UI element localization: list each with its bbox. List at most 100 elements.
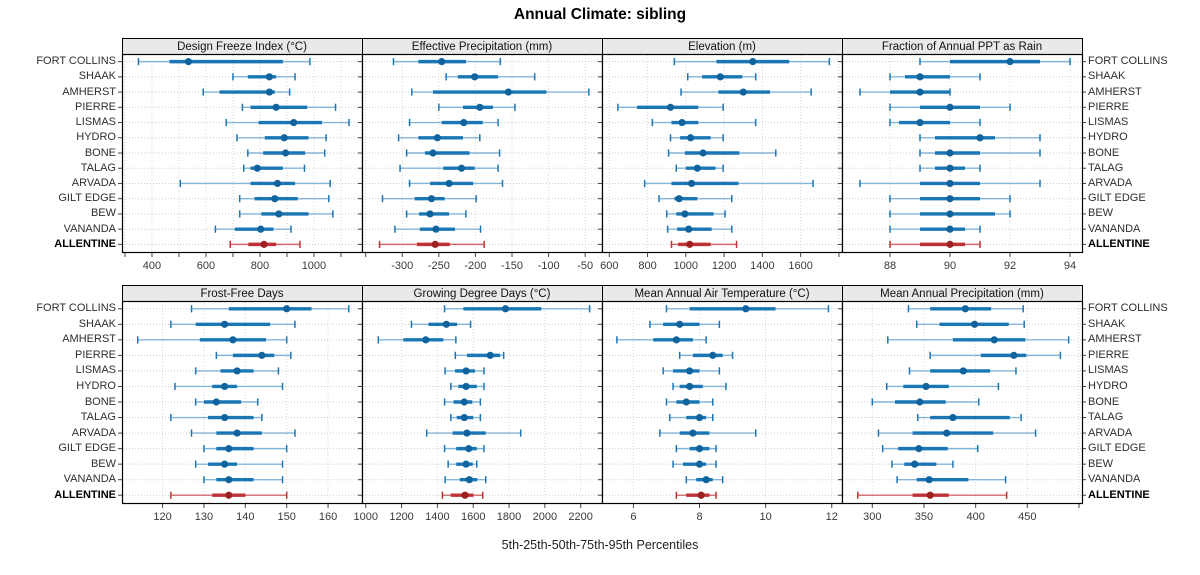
panel-title: Growing Degree Days (°C) (413, 287, 551, 300)
percentile-row (445, 73, 536, 81)
x-tick-label: 2000 (532, 511, 558, 523)
percentile-row (659, 429, 757, 437)
percentile-row (673, 58, 831, 66)
x-tick-label: 12 (825, 511, 838, 523)
percentile-row (203, 445, 288, 453)
x-tick-label: 1200 (711, 260, 737, 272)
station-label-left: ARVADA (71, 176, 116, 189)
percentile-row (889, 118, 981, 127)
station-label-left: VANANDA (63, 473, 116, 486)
percentile-row (643, 179, 814, 188)
percentile-row (170, 320, 296, 328)
station-label-right: BONE (1088, 395, 1120, 408)
station-label-right: GILT EDGE (1088, 192, 1146, 205)
station-label-right: FORT COLLINS (1088, 55, 1168, 68)
x-tick-label: -50 (577, 260, 594, 272)
x-tick-label: 600 (600, 260, 619, 272)
x-tick-label: 350 (914, 511, 934, 523)
x-tick-label: 130 (194, 511, 214, 523)
panel-title: Elevation (m) (688, 40, 756, 53)
x-tick-label: 10 (759, 511, 772, 523)
percentile-row (411, 88, 590, 96)
percentile-row (908, 367, 1017, 375)
percentile-row (225, 118, 350, 127)
station-label-right: VANANDA (1088, 222, 1141, 235)
station-label-right: LISMAS (1088, 116, 1129, 129)
station-label-left: FORT COLLINS (36, 302, 116, 315)
percentile-row (137, 58, 311, 66)
percentile-row (236, 134, 327, 142)
percentile-row (194, 367, 280, 375)
x-tick-label: 450 (1018, 511, 1037, 523)
station-label-right: ARVADA (1088, 426, 1133, 439)
station-label-right: ARVADA (1088, 176, 1133, 189)
station-label-left: TALAG (80, 161, 116, 174)
percentile-row (665, 398, 714, 406)
x-tick-label: -200 (464, 260, 487, 272)
percentile-row (887, 336, 1070, 344)
percentile-row (190, 429, 296, 437)
station-label-right: SHAAK (1088, 70, 1126, 83)
station-label-left: LISMAS (75, 116, 116, 129)
x-tick-label: 120 (153, 511, 172, 523)
percentile-row (170, 491, 288, 499)
percentile-row (859, 179, 1041, 188)
percentile-row (675, 491, 717, 499)
station-label-left: PIERRE (75, 348, 116, 361)
x-tick-label: 94 (1063, 260, 1077, 272)
station-label-left: ARVADA (71, 426, 116, 439)
x-tick-label: 90 (943, 260, 957, 272)
percentile-row (680, 88, 812, 96)
x-tick-label: 1000 (301, 260, 327, 272)
percentile-row (454, 351, 505, 359)
percentile-row (450, 382, 485, 391)
panel-title: Design Freeze Index (°C) (177, 40, 307, 53)
panel (598, 38, 846, 257)
percentile-row (881, 445, 979, 453)
station-label-right: TALAG (1088, 161, 1124, 174)
percentile-row (405, 210, 467, 218)
station-label-left: SHAAK (78, 317, 116, 330)
x-tick-label: 2200 (568, 511, 593, 523)
percentile-row (670, 240, 738, 248)
station-label-left: TALAG (80, 411, 116, 424)
station-label-left: BEW (90, 457, 116, 470)
percentile-row (667, 149, 777, 157)
percentiles-caption: 5th-25th-50th-75th-95th Percentiles (501, 538, 699, 552)
station-label-right: FORT COLLINS (1088, 302, 1168, 315)
x-tick-label: 1600 (788, 260, 813, 272)
station-label-left: GILT EDGE (58, 442, 116, 455)
percentile-row (686, 73, 757, 81)
percentile-row (408, 179, 504, 188)
percentile-row (438, 103, 516, 111)
station-label-left: VANANDA (63, 222, 116, 235)
percentile-row (241, 103, 337, 111)
station-label-right: LISMAS (1088, 364, 1129, 377)
percentile-row (672, 382, 727, 391)
station-label-right: HYDRO (1088, 379, 1128, 392)
station-label-right: GILT EDGE (1088, 442, 1146, 455)
percentile-row (174, 382, 284, 391)
percentile-row (889, 103, 1011, 111)
percentile-row (136, 336, 288, 344)
station-label-right: ALLENTINE (1088, 488, 1150, 501)
percentile-row (889, 195, 1011, 203)
percentile-row (651, 118, 757, 127)
station-label-left: LISMAS (75, 364, 116, 377)
percentile-row (405, 149, 501, 157)
station-label-right: VANANDA (1088, 473, 1141, 486)
panel (358, 38, 606, 257)
percentile-row (672, 460, 717, 468)
percentile-row (377, 336, 457, 344)
percentile-row (190, 305, 350, 313)
percentile-row (394, 225, 482, 233)
percentile-row (179, 179, 331, 188)
percentile-row (919, 58, 1071, 66)
x-tick-label: 400 (142, 260, 162, 272)
percentile-row (229, 240, 301, 248)
panel (358, 285, 606, 508)
station-label-right: BONE (1088, 146, 1120, 159)
panel-title: Mean Annual Precipitation (mm) (880, 287, 1044, 300)
percentile-row (889, 240, 981, 248)
